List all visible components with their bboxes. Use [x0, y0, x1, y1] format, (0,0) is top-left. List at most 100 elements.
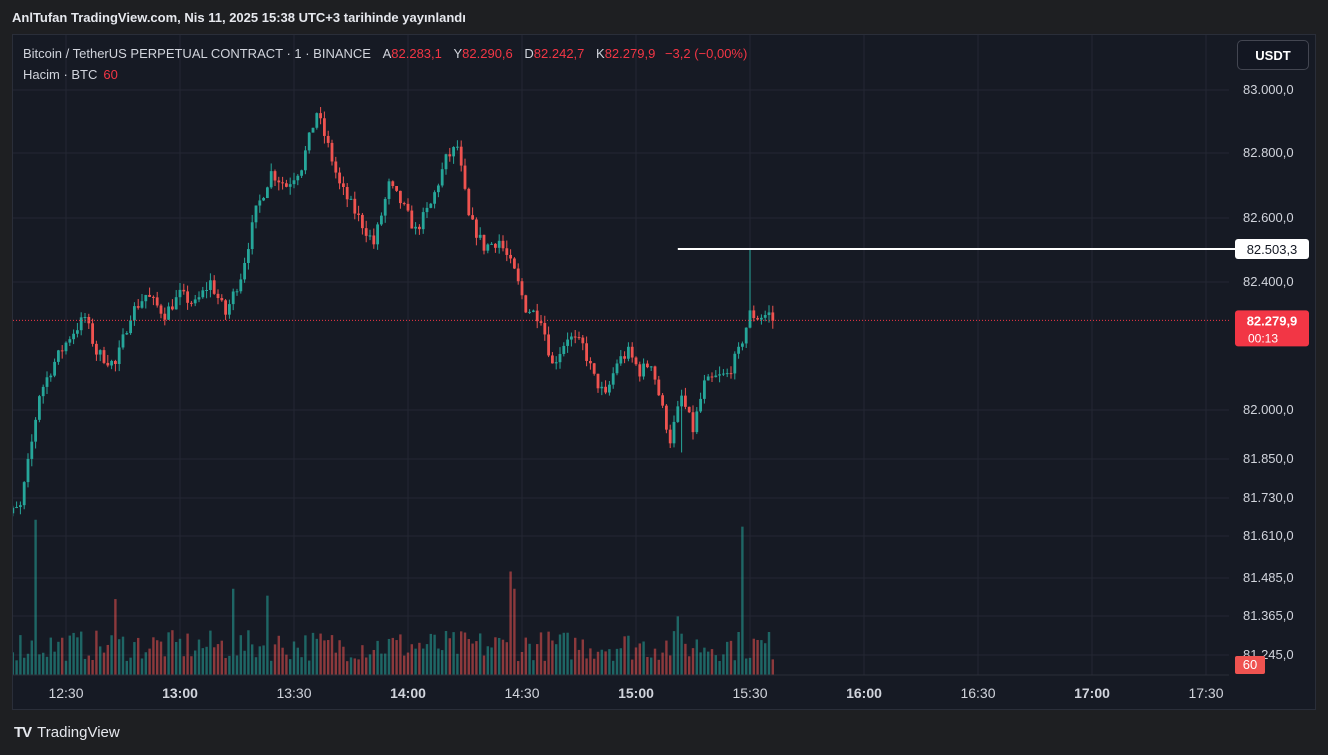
candle-body [570, 336, 573, 340]
volume-bar [144, 652, 147, 675]
volume-bar [441, 650, 444, 675]
volume-bar [771, 659, 774, 675]
candle-body [680, 395, 683, 407]
volume-bar [190, 656, 193, 675]
candle-body [551, 355, 554, 364]
candle-body [57, 350, 60, 362]
volume-bar [228, 655, 231, 675]
volume-bar [684, 643, 687, 675]
candle-body [418, 226, 421, 230]
volume-bar [688, 656, 691, 675]
volume-bar [368, 654, 372, 675]
candle-body [429, 203, 433, 208]
volume-bar [741, 526, 744, 675]
candle-body [136, 306, 140, 308]
volume-label[interactable]: Hacim · BTC [23, 67, 98, 82]
volume-bar [270, 660, 273, 675]
chart-panel[interactable]: 83.000,0 82.800,0 82.600,0 82.400,0 82.000,0… [12, 34, 1316, 710]
candle-body [311, 127, 315, 133]
volume-bar [748, 657, 752, 675]
volume-bar [76, 637, 79, 675]
candle-body [497, 240, 501, 248]
volume-bar [577, 649, 581, 675]
volume-bar [186, 633, 189, 675]
volume-bar [520, 651, 524, 675]
volume-bar [338, 640, 341, 675]
candle-body [623, 356, 626, 359]
candle-body [258, 200, 262, 206]
candle-body [357, 213, 360, 215]
candle-body [737, 346, 740, 354]
volume-bar [722, 654, 725, 675]
volume-bar [733, 660, 736, 675]
volume-bar [631, 659, 634, 675]
candle-body [19, 505, 22, 507]
candle-body [467, 188, 471, 216]
x-tick-label: 13:30 [276, 685, 311, 701]
volume-bar [197, 639, 201, 675]
candle-body [231, 291, 235, 305]
volume-bar [357, 659, 360, 675]
volume-legend: Hacim · BTC 60 [23, 67, 118, 82]
volume-bar [159, 641, 163, 675]
close-value: 82.279,9 [604, 46, 656, 61]
volume-bar [422, 648, 425, 675]
candle-body [26, 458, 30, 483]
candle-body [182, 289, 186, 292]
x-tick-label: 14:30 [504, 685, 539, 701]
tradingview-brand[interactable]: TV TradingView [14, 724, 120, 741]
candle-body [273, 171, 277, 181]
candle-body [589, 360, 592, 364]
candle-body [767, 312, 771, 316]
candle-body [34, 419, 37, 442]
volume-bar [232, 588, 235, 675]
candle-body [68, 339, 72, 343]
volume-bar [262, 645, 265, 675]
volume-bar [125, 660, 128, 675]
volume-bar [156, 640, 159, 675]
candle-body [524, 295, 528, 313]
candle-body [387, 181, 391, 199]
candle-body [638, 364, 642, 377]
volume-bar [707, 651, 710, 675]
volume-bar [380, 653, 383, 675]
candle-body [733, 353, 737, 374]
volume-bar [703, 647, 706, 675]
volume-bar [315, 638, 318, 675]
candle-body [353, 198, 357, 214]
y-tick-label: 82.800,0 [1243, 145, 1294, 160]
volume-bar [467, 639, 470, 675]
y-tick-label: 83.000,0 [1243, 82, 1294, 97]
candle-body [771, 312, 775, 321]
volume-bar [570, 659, 573, 675]
candle-body [630, 346, 634, 358]
price-chart[interactable]: 83.000,0 82.800,0 82.600,0 82.400,0 82.000,0… [13, 35, 1315, 709]
x-tick-label: 15:30 [732, 685, 767, 701]
candle-body [216, 293, 220, 299]
volume-bar [558, 634, 562, 675]
volume-bar [64, 660, 68, 675]
volume-bar [349, 657, 353, 675]
volume-bar [167, 632, 170, 675]
candle-body [475, 219, 478, 238]
candle-body [668, 429, 672, 444]
volume-bar [292, 641, 296, 675]
volume-bar [53, 651, 56, 675]
candle-body [15, 506, 18, 508]
candle-body [262, 198, 265, 201]
candle-body [304, 150, 307, 171]
candle-body [672, 421, 676, 444]
volume-bar [528, 643, 531, 675]
currency-button[interactable]: USDT [1237, 40, 1309, 70]
symbol-title[interactable]: Bitcoin / TetherUS PERPETUAL CONTRACT · … [23, 46, 371, 61]
candle-body [254, 205, 258, 223]
volume-bar [665, 640, 668, 675]
candle-body [178, 289, 182, 298]
volume-bar [501, 639, 505, 675]
x-tick-label: 16:30 [960, 685, 995, 701]
volume-bar [661, 652, 664, 675]
candle-body [703, 380, 706, 399]
candle-body [159, 305, 163, 314]
change-value: −3,2 (−0,00%) [664, 46, 748, 61]
volume-bar [83, 658, 87, 675]
